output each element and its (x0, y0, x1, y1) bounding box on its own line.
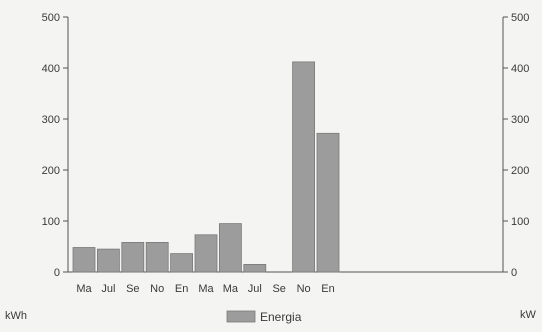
bar-7 (243, 263, 267, 273)
left-y-tick-label: 0 (54, 267, 60, 279)
x-tick-label: Ma (198, 283, 214, 295)
right-y-ticks: 0 100 200 300 400 500 (503, 12, 529, 279)
bar-0 (72, 247, 96, 273)
left-unit-label: kWh (5, 310, 27, 322)
x-tick-label: No (297, 283, 311, 295)
bar-1 (97, 248, 120, 273)
x-tick-label: Ma (223, 283, 239, 295)
x-tick-label: En (321, 283, 334, 295)
left-y-tick-label: 500 (42, 12, 60, 24)
right-unit-label: kW (520, 309, 537, 321)
x-tick-labels: Ma Jul Se No En Ma Ma Jul Se No En (76, 283, 334, 295)
right-y-tick-label: 200 (511, 165, 529, 177)
right-y-tick-label: 100 (511, 216, 529, 228)
left-y-tick-label: 300 (42, 114, 60, 126)
x-tick-label: Se (272, 283, 285, 295)
bar-6 (218, 223, 242, 273)
left-y-ticks: 0 100 200 300 400 500 (42, 12, 68, 279)
bar-2 (121, 241, 145, 273)
x-tick-label: No (150, 283, 164, 295)
bar-4 (170, 253, 194, 273)
left-y-tick-label: 100 (42, 216, 60, 228)
right-y-tick-label: 500 (511, 12, 529, 24)
legend-swatch (226, 310, 256, 323)
bar-10 (316, 132, 340, 273)
x-tick-label: Jul (101, 283, 115, 295)
legend: Energia (226, 310, 302, 324)
x-tick-label: En (175, 283, 188, 295)
legend-label: Energia (260, 310, 302, 324)
right-y-tick-label: 0 (511, 267, 517, 279)
x-tick-label: Ma (76, 283, 92, 295)
bar-3 (145, 241, 169, 273)
right-y-tick-label: 400 (511, 63, 529, 75)
bars (72, 61, 340, 273)
x-tick-label: Jul (248, 283, 262, 295)
left-y-tick-label: 200 (42, 165, 60, 177)
bar-5 (194, 234, 218, 273)
bar-9 (292, 61, 316, 273)
right-y-tick-label: 300 (511, 114, 529, 126)
left-y-tick-label: 400 (42, 63, 60, 75)
x-tick-label: Se (126, 283, 139, 295)
